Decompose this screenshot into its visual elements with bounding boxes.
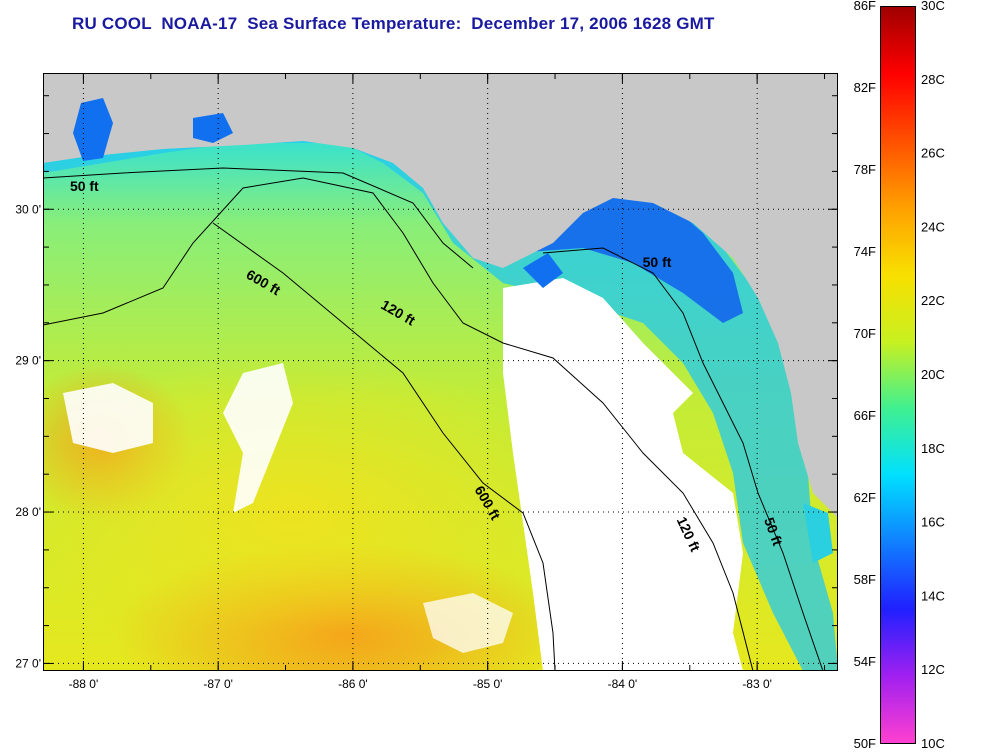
apalachee-bay: [523, 253, 563, 288]
colorbar-c-label: 24C: [921, 219, 945, 234]
colorbar-f-label: 86F: [854, 0, 876, 13]
colorbar-f-label: 50F: [854, 736, 876, 751]
cloud-patch-south: [423, 593, 513, 653]
cloud-cover-east: [503, 278, 743, 671]
colorbar-f-label: 82F: [854, 80, 876, 95]
land-mass: [43, 73, 838, 518]
contour-50ft-west: [43, 167, 474, 269]
tick-marks: [43, 73, 838, 671]
colorbar-c-label: 26C: [921, 146, 945, 161]
colorbar-f-label: 62F: [854, 490, 876, 505]
x-tick-label: -88 0': [69, 677, 99, 691]
colorbar-f-label: 66F: [854, 408, 876, 423]
colorbar-f-label: 74F: [854, 244, 876, 259]
colorbar-f-label: 70F: [854, 326, 876, 341]
x-tick-label: -87 0': [203, 677, 233, 691]
colorbar-c-label: 12C: [921, 662, 945, 677]
contour-50ft-east: [542, 247, 824, 671]
x-tick-label: -85 0': [473, 677, 503, 691]
y-tick-label: 28 0': [15, 505, 41, 519]
x-tick-label: -86 0': [338, 677, 368, 691]
temperature-colorbar: [880, 6, 916, 744]
colorbar-c-label: 18C: [921, 441, 945, 456]
x-tick-label: -83 0': [742, 677, 772, 691]
x-tick-label: -84 0': [608, 677, 638, 691]
colorbar-f-label: 58F: [854, 572, 876, 587]
page-title: RU COOL NOAA-17 Sea Surface Temperature:…: [72, 14, 715, 33]
colorbar-c-label: 20C: [921, 367, 945, 382]
contour-label: 50 ft: [70, 178, 99, 194]
colorbar-c-label: 28C: [921, 72, 945, 87]
map-frame: [43, 73, 838, 671]
colorbar-f-label: 54F: [854, 654, 876, 669]
colorbar-c-label: 30C: [921, 0, 945, 13]
colorbar-f-label: 78F: [854, 162, 876, 177]
y-tick-label: 30 0': [15, 202, 41, 216]
pensacola-bay: [193, 113, 233, 143]
colorbar-c-label: 16C: [921, 515, 945, 530]
colorbar-c-label: 10C: [921, 736, 945, 751]
contour-label: 50 ft: [643, 254, 672, 270]
colorbar-c-label: 14C: [921, 588, 945, 603]
cloud-cover-west: [63, 363, 293, 513]
y-tick-label: 29 0': [15, 354, 41, 368]
contour-120ft: [43, 177, 754, 671]
y-tick-label: 27 0': [15, 656, 41, 670]
tampa-bay: [803, 503, 833, 563]
contour-600ft: [212, 222, 556, 671]
colorbar-c-label: 22C: [921, 293, 945, 308]
yellow-water: [43, 353, 573, 671]
